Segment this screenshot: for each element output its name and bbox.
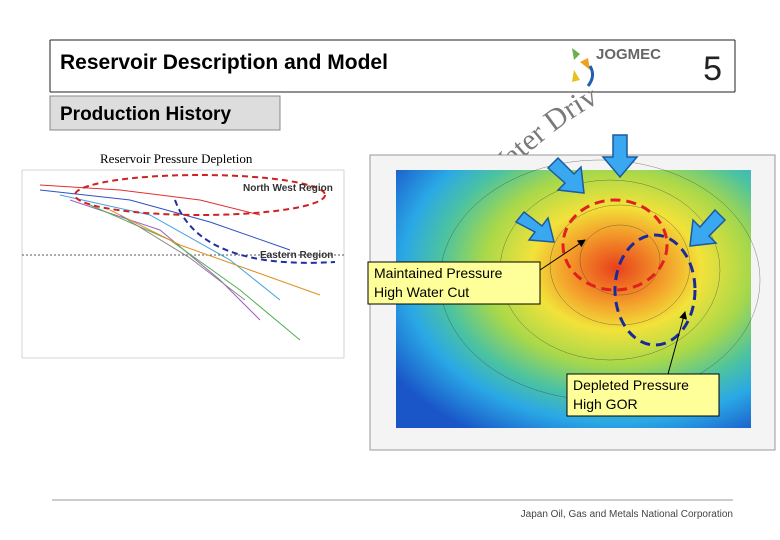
section-box bbox=[49, 95, 281, 131]
callout-box bbox=[367, 261, 541, 305]
callout-line: High Water Cut bbox=[374, 284, 469, 300]
callout-line: Depleted Pressure bbox=[573, 377, 689, 393]
map: Maintained Pressure High Water Cut Deple… bbox=[367, 134, 776, 451]
section-title: Production History bbox=[60, 104, 231, 125]
logo-mark bbox=[572, 48, 595, 87]
region-label: North West Region bbox=[243, 183, 333, 194]
logo-text: JOGMEC bbox=[596, 46, 661, 63]
callout-box bbox=[566, 373, 720, 417]
footer: Japan Oil, Gas and Metals National Corpo… bbox=[521, 509, 733, 520]
callout-line: Maintained Pressure bbox=[374, 265, 503, 281]
page-number: 5 bbox=[703, 50, 722, 88]
water-arrows bbox=[514, 134, 727, 247]
region-label: Eastern Region bbox=[260, 250, 333, 261]
chart-title: Reservoir Pressure Depletion bbox=[100, 151, 253, 166]
callout-line: High GOR bbox=[573, 396, 638, 412]
header: Reservoir Description and Model JOGMEC 5 bbox=[49, 39, 736, 93]
pressure-chart: Reservoir Pressure Depletion North West … bbox=[21, 151, 345, 359]
slide-title: Reservoir Description and Model bbox=[60, 51, 388, 74]
